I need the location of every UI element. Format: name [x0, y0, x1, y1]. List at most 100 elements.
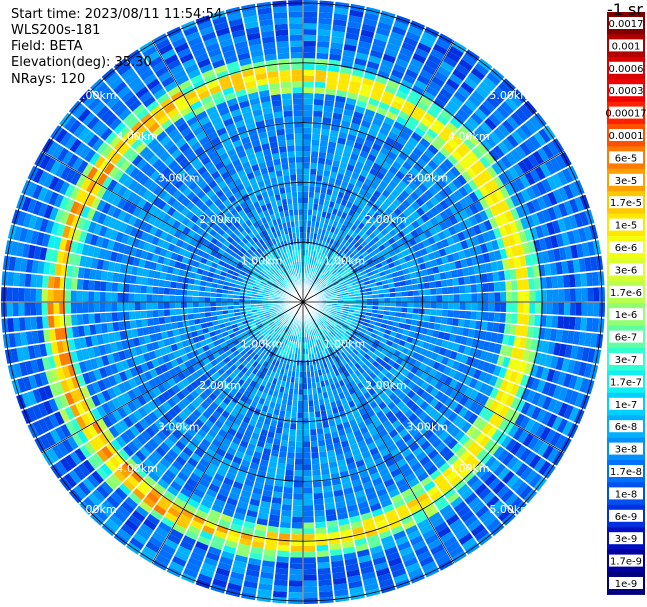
range-gate-cell	[216, 306, 223, 311]
range-gate-cell	[241, 366, 248, 374]
range-gate-cell	[190, 266, 198, 274]
range-gate-cell	[297, 354, 301, 360]
range-gate-cell	[339, 318, 346, 323]
range-gate-cell	[232, 257, 240, 265]
range-gate-cell	[293, 104, 303, 111]
range-gate-cell	[309, 423, 316, 430]
range-gate-cell	[307, 273, 311, 280]
range-gate-cell	[64, 302, 71, 314]
range-gate-cell	[334, 283, 341, 288]
range-gate-cell	[317, 204, 324, 211]
range-gate-cell	[337, 191, 345, 199]
range-gate-cell	[278, 361, 284, 369]
range-gate-cell	[277, 462, 286, 470]
range-gate-cell	[265, 234, 272, 242]
range-gate-cell	[303, 98, 313, 105]
range-gate-cell	[350, 255, 357, 262]
range-gate-cell	[338, 243, 344, 251]
range-gate-cell	[268, 293, 275, 296]
range-gate-cell	[273, 264, 279, 271]
range-gate-cell	[283, 110, 293, 118]
range-gate-cell	[303, 81, 314, 88]
range-gate-cell	[272, 105, 283, 113]
range-gate-cell	[252, 360, 259, 368]
range-gate-cell	[271, 324, 277, 330]
range-gate-cell	[413, 296, 420, 302]
range-gate-cell	[364, 383, 373, 392]
range-gate-cell	[339, 281, 346, 286]
range-gate-cell	[158, 309, 165, 317]
range-gate-cell	[315, 257, 320, 264]
range-gate-cell	[313, 498, 324, 505]
range-gate-cell	[288, 263, 293, 270]
range-gate-cell	[310, 226, 315, 234]
range-gate-cell	[262, 322, 269, 328]
range-gate-cell	[351, 331, 359, 337]
range-gate-cell	[265, 283, 272, 288]
range-gate-cell	[164, 280, 171, 288]
range-gate-cell	[303, 151, 311, 157]
range-gate-cell	[390, 297, 396, 302]
range-gate-cell	[255, 233, 262, 241]
range-gate-cell	[283, 486, 293, 494]
range-gate-cell	[313, 481, 322, 488]
range-gate-cell	[264, 333, 270, 339]
range-gate-cell	[222, 364, 230, 372]
range-gate-cell	[316, 245, 321, 253]
range-gate-cell	[315, 251, 319, 258]
range-gate-cell	[312, 262, 316, 269]
range-gate-cell	[309, 365, 314, 372]
range-gate-cell	[252, 243, 259, 251]
range-gate-cell	[152, 310, 159, 318]
range-gate-cell	[233, 302, 240, 306]
range-gate-cell	[299, 232, 303, 239]
range-gate-cell	[206, 276, 214, 283]
range-gate-cell	[412, 313, 419, 320]
range-gate-cell	[293, 493, 303, 500]
range-gate-cell	[388, 315, 395, 321]
range-gate-cell	[269, 195, 276, 203]
range-gate-cell	[117, 283, 124, 292]
range-gate-cell	[336, 340, 342, 347]
range-gate-cell	[291, 370, 296, 378]
range-gate-cell	[406, 313, 413, 319]
range-gate-cell	[286, 340, 291, 347]
range-gate-cell	[325, 280, 332, 285]
range-gate-cell	[129, 284, 136, 293]
range-gate-cell	[260, 345, 267, 352]
range-gate-cell	[361, 273, 368, 279]
range-gate-cell	[192, 302, 199, 308]
range-gate-cell	[241, 214, 249, 222]
range-gate-cell	[334, 263, 340, 269]
range-gate-cell	[446, 317, 454, 326]
range-gate-cell	[381, 348, 389, 356]
range-gate-cell	[424, 302, 431, 309]
range-gate-cell	[223, 240, 231, 248]
range-gate-cell	[351, 365, 358, 373]
range-gate-cell	[338, 259, 344, 265]
range-gate-cell	[378, 306, 385, 311]
range-gate-cell	[285, 351, 290, 359]
range-gate-cell	[453, 310, 460, 318]
range-gate-cell	[271, 359, 277, 366]
range-gate-cell	[211, 315, 218, 321]
range-gate-cell	[310, 335, 314, 342]
range-gate-cell	[88, 291, 95, 302]
range-gate-cell	[269, 321, 275, 326]
range-gate-cell	[210, 306, 217, 312]
range-gate-cell	[268, 269, 275, 275]
range-gate-cell	[82, 279, 90, 291]
range-gate-cell	[320, 134, 329, 142]
range-gate-cell	[360, 240, 368, 248]
range-gate-cell	[319, 253, 325, 260]
range-gate-cell	[176, 275, 184, 283]
range-gate-cell	[317, 434, 325, 441]
range-gate-cell	[423, 315, 430, 322]
range-gate-cell	[111, 292, 118, 302]
range-gate-cell	[181, 302, 187, 308]
range-gate-cell	[262, 367, 269, 375]
range-gate-cell	[340, 199, 348, 207]
range-gate-cell	[303, 464, 312, 471]
range-gate-cell	[303, 185, 309, 192]
range-gate-cell	[372, 269, 379, 275]
